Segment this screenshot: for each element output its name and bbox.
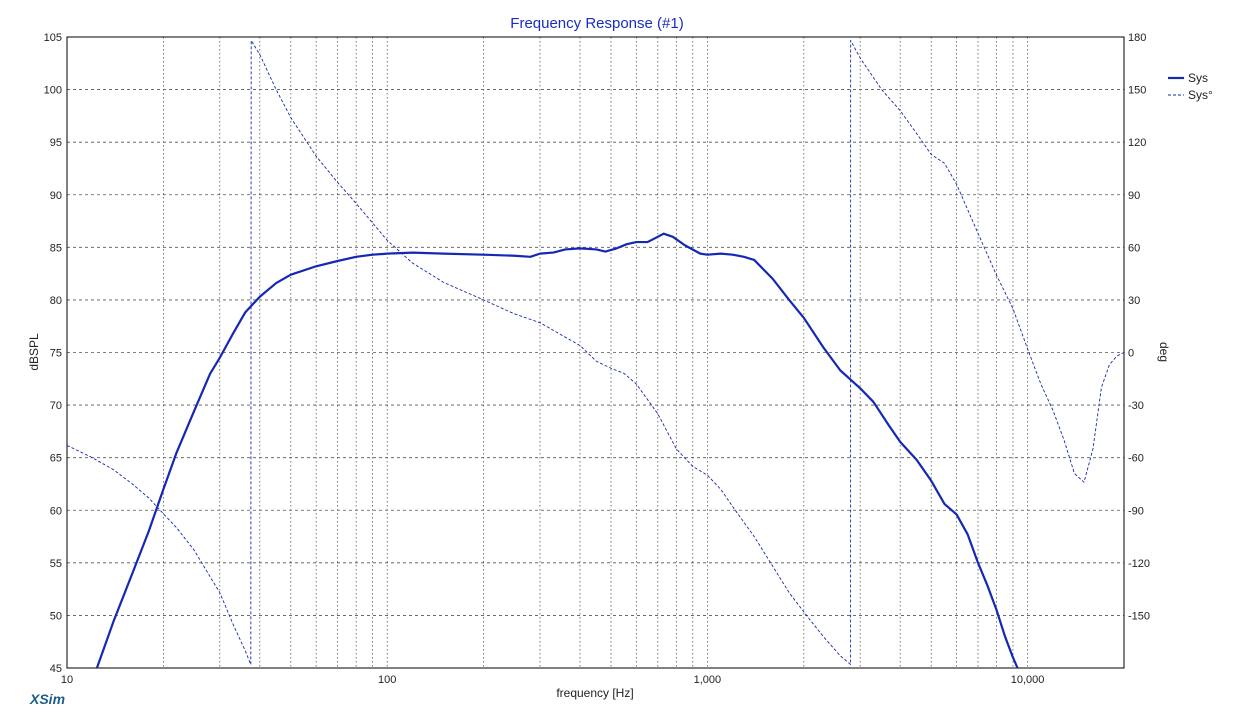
brand-logo: XSim bbox=[29, 691, 65, 707]
y2-tick-label: -30 bbox=[1128, 400, 1144, 412]
chart-title: Frequency Response (#1) bbox=[510, 15, 683, 32]
y-tick-label: 75 bbox=[50, 348, 62, 360]
y-tick-label: 45 bbox=[50, 663, 62, 675]
y-tick-label: 55 bbox=[50, 558, 62, 570]
x-tick-label: 100 bbox=[378, 674, 396, 686]
y-tick-label: 105 bbox=[44, 32, 62, 44]
y2-tick-labels: -150 -120 -90 -60 -30 0 30 60 90 120 150 180 bbox=[1128, 32, 1150, 622]
series-line-spl bbox=[95, 232, 1019, 668]
x-tick-label: 1,000 bbox=[694, 674, 722, 686]
y2-tick-label: 120 bbox=[1128, 137, 1146, 149]
y-tick-label: 85 bbox=[50, 242, 62, 254]
y-tick-label: 50 bbox=[50, 610, 62, 622]
y-tick-label: 100 bbox=[44, 85, 62, 97]
y2-tick-label: 0 bbox=[1128, 348, 1134, 360]
y2-tick-label: 30 bbox=[1128, 295, 1140, 307]
y-tick-label: 65 bbox=[50, 453, 62, 465]
y-tick-label: 60 bbox=[50, 505, 62, 517]
y2-tick-label: -60 bbox=[1128, 453, 1144, 465]
x-axis-label: frequency [Hz] bbox=[556, 686, 633, 700]
x-tick-labels: 10 100 1,000 10,000 bbox=[61, 674, 1045, 686]
y2-tick-label: 180 bbox=[1128, 32, 1146, 44]
y-axis-label: dBSPL bbox=[27, 333, 41, 371]
legend: Sys Sys° bbox=[1168, 71, 1213, 102]
y-tick-label: 95 bbox=[50, 137, 62, 149]
legend-label: Sys° bbox=[1188, 88, 1213, 102]
y2-tick-label: 150 bbox=[1128, 85, 1146, 97]
x-tick-label: 10 bbox=[61, 674, 73, 686]
y2-tick-label: -150 bbox=[1128, 610, 1150, 622]
y2-tick-label: -90 bbox=[1128, 505, 1144, 517]
y-tick-label: 70 bbox=[50, 400, 62, 412]
y2-tick-label: 90 bbox=[1128, 190, 1140, 202]
y2-axis-label: deg bbox=[1157, 342, 1171, 362]
y2-tick-label: 60 bbox=[1128, 242, 1140, 254]
y-tick-labels: 45 50 55 60 65 70 75 80 85 90 95 100 105 bbox=[44, 32, 62, 675]
y-tick-label: 90 bbox=[50, 190, 62, 202]
legend-label: Sys bbox=[1188, 71, 1208, 85]
x-tick-label: 10,000 bbox=[1011, 674, 1045, 686]
series-group bbox=[67, 40, 1124, 668]
y-tick-label: 80 bbox=[50, 295, 62, 307]
grid bbox=[67, 37, 1124, 668]
y2-tick-label: -120 bbox=[1128, 558, 1150, 570]
